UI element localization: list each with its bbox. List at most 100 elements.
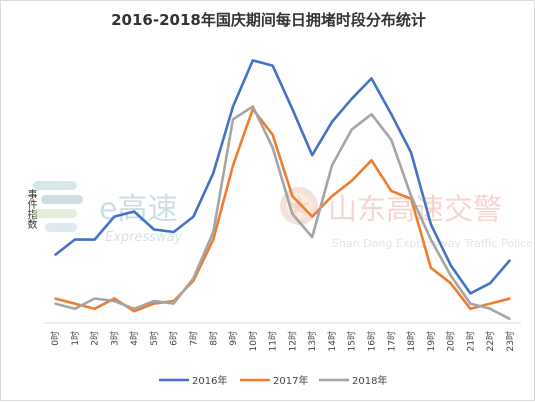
data-point [113,215,116,218]
data-point [509,318,511,320]
data-point [370,77,373,80]
y-axis-label: 事件指数 [25,189,36,229]
data-point [252,59,254,62]
x-tick-label: 4时 [128,331,140,346]
data-point [489,308,492,310]
data-point [93,238,96,241]
x-tick-label: 20时 [445,331,457,351]
expressway-logo-icon [33,181,83,232]
data-point [232,118,234,121]
x-tick-label: 22时 [484,331,496,351]
data-point [350,98,353,100]
data-point [271,146,274,149]
data-point [153,300,155,302]
x-tick-label: 8时 [207,331,219,346]
data-point [331,195,333,197]
legend-label-2: 2018年 [352,374,387,387]
x-tick-label: 13时 [306,331,318,351]
data-point [232,164,234,167]
x-tick-label: 0时 [49,331,61,346]
x-tick-label: 2时 [89,331,101,346]
data-point [113,297,116,300]
data-point [410,151,412,154]
data-point [271,133,274,136]
data-point [331,121,333,123]
legend-label-0: 2016年 [192,374,227,387]
series-line-1 [54,107,511,313]
data-point [113,300,116,302]
series-line-0 [54,59,511,295]
data-point [133,310,135,313]
x-tick-label: 23时 [504,331,516,351]
data-point [390,190,393,192]
data-point [232,105,234,108]
series-layer [54,59,511,321]
data-point [291,195,294,197]
x-tick-label: 19时 [425,331,437,351]
series-line-2 [54,105,511,321]
x-tick-label: 3时 [108,331,120,346]
x-tick-label: 1时 [69,331,81,346]
data-point [133,210,135,213]
x-tick-label: 9时 [227,331,239,346]
data-point [430,223,432,226]
data-point [449,274,452,277]
x-tick-label: 12时 [286,331,298,351]
watermark-left-sub: Expressway [105,230,183,245]
x-tick-label: 5时 [148,331,160,346]
data-point [192,215,195,218]
data-point [331,164,333,167]
x-tick-label: 15时 [346,331,358,351]
data-point [93,308,96,310]
data-point [449,264,452,267]
data-point [252,105,254,108]
chart-title: 2016-2018年国庆期间每日拥堵时段分布统计 [111,11,426,29]
x-tick-label: 17时 [385,331,397,351]
expressway-watermark: e高速 Expressway [33,181,183,245]
data-point [153,228,155,231]
data-point [370,159,373,162]
data-point [192,277,195,279]
data-point [509,297,511,300]
data-point [430,238,432,241]
data-point [212,238,215,241]
data-point [93,297,96,300]
data-point [74,308,76,310]
data-point [271,64,274,67]
data-point [74,238,76,241]
data-point [311,154,314,156]
x-tick-label: 10时 [247,331,259,351]
data-point [133,308,135,310]
data-point [74,302,76,305]
data-point [469,302,472,305]
data-point [291,213,294,215]
data-point [390,139,393,141]
data-point [172,302,175,305]
data-point [449,282,452,285]
data-point [153,302,155,305]
legend: 2016年 2017年 2018年 [159,374,387,387]
data-point [489,282,492,285]
x-tick-label: 11时 [267,331,279,351]
data-point [350,128,353,131]
data-point [54,254,56,256]
data-point [350,180,353,182]
data-point [212,172,215,174]
data-point [430,267,432,269]
data-point [509,259,511,261]
x-tick-label: 7时 [187,331,199,346]
legend-label-1: 2017年 [273,374,308,387]
data-point [489,302,492,305]
data-point [172,231,175,233]
police-badge-icon [280,187,318,225]
x-tick-label: 6时 [168,331,180,346]
data-point [390,113,393,115]
data-point [410,195,412,197]
x-tick-label: 16时 [366,331,378,351]
x-tick-label: 14时 [326,331,338,351]
data-point [311,215,314,218]
data-point [469,308,472,310]
data-point [370,113,373,115]
